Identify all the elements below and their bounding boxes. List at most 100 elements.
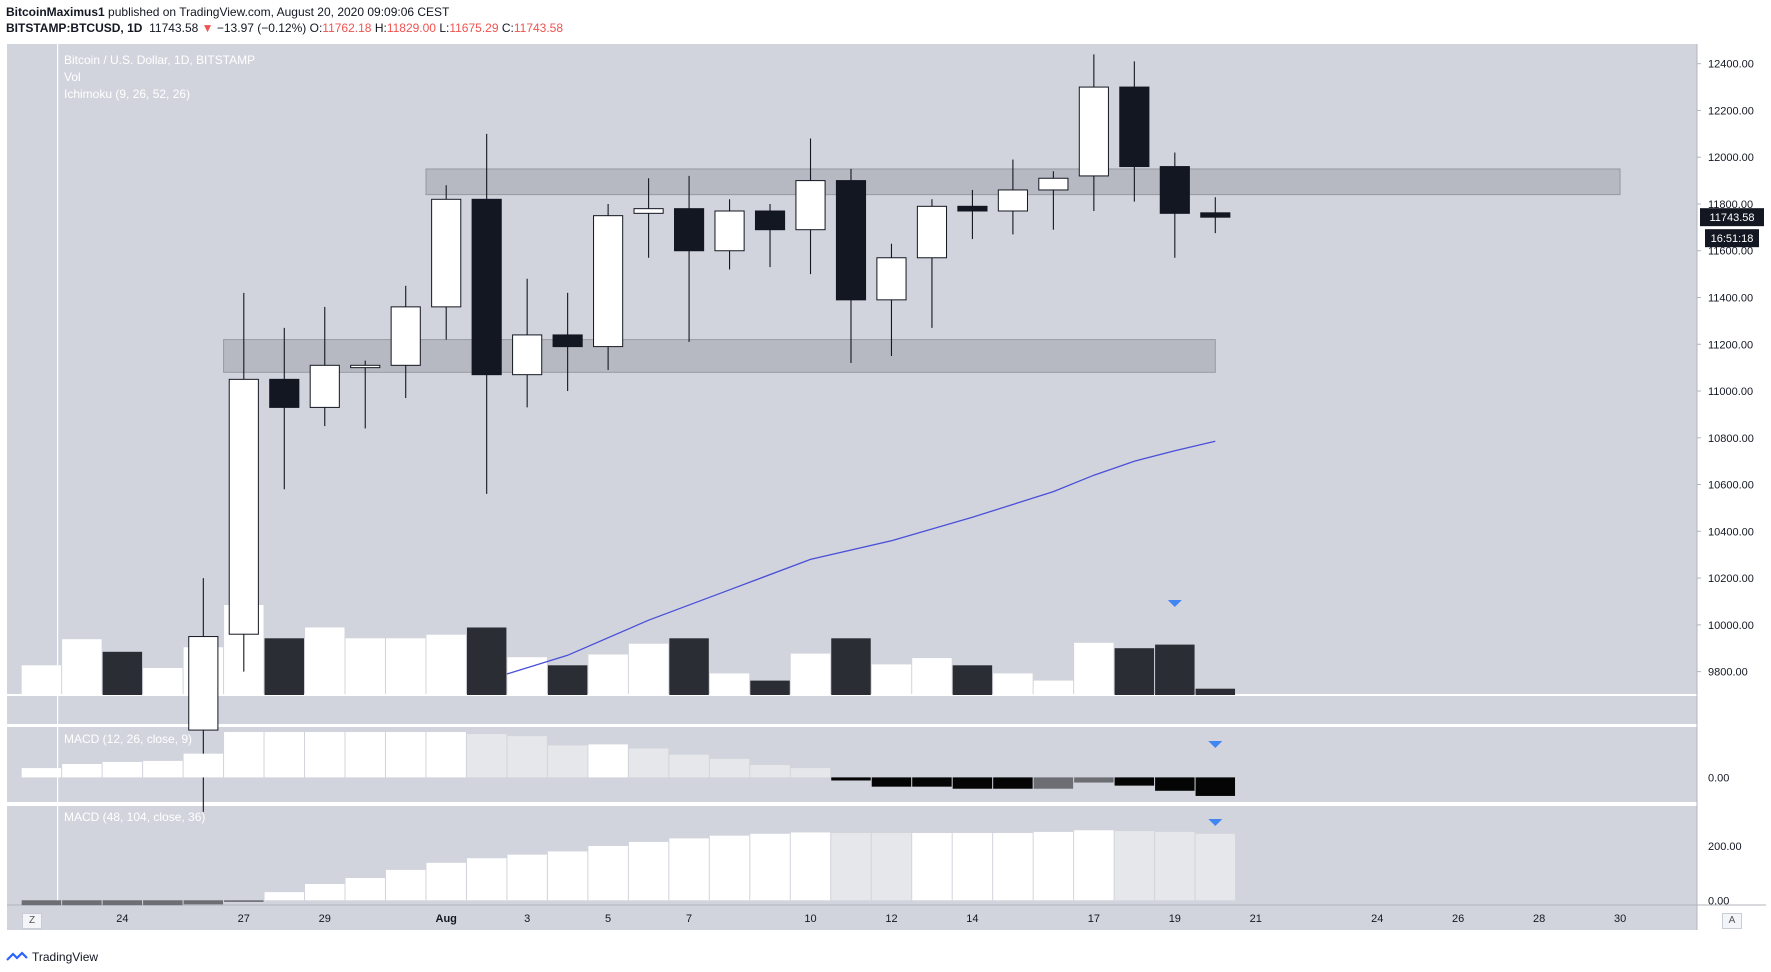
macd2-histogram-bar — [547, 851, 588, 901]
volume-bar — [62, 639, 102, 695]
chart-header: BitcoinMaximus1 published on TradingView… — [6, 4, 1766, 40]
open-value: 11762.18 — [322, 21, 372, 35]
candle-body — [1078, 86, 1109, 177]
macd1-histogram-bar — [709, 758, 750, 778]
volume-bar — [1114, 648, 1155, 695]
auto-scale-button[interactable]: A — [1722, 913, 1742, 929]
last-price-badge — [1700, 208, 1764, 227]
macd2-histogram-bar — [102, 900, 143, 906]
time-tick-label: 30 — [1614, 913, 1626, 925]
candle-body — [714, 210, 745, 252]
candle-body — [593, 215, 624, 348]
candle-body — [431, 198, 462, 308]
signal-marker-icon — [1167, 600, 1182, 607]
countdown-badge — [1705, 229, 1759, 248]
macd2-histogram-bar — [264, 892, 305, 901]
macd2-histogram-bar — [588, 846, 628, 901]
volume-bar — [831, 638, 871, 695]
macd2-histogram-bar — [21, 900, 62, 906]
macd1-histogram-bar — [1155, 777, 1195, 791]
time-tick-label: Aug — [436, 913, 457, 925]
countdown-badge-text: 16:51:18 — [1711, 233, 1754, 245]
volume-bar — [143, 668, 183, 695]
macd2-tick-label: 200.00 — [1708, 841, 1742, 853]
volume-bar — [709, 673, 750, 695]
candle-body — [673, 208, 705, 252]
macd2-histogram-bar — [628, 841, 669, 901]
candle-body — [997, 189, 1028, 212]
macd2-histogram-bar — [466, 858, 507, 901]
macd1-histogram-bar — [669, 754, 709, 778]
time-tick-label: 27 — [238, 913, 250, 925]
candle-body — [1200, 212, 1231, 218]
close-label: C: — [501, 21, 514, 35]
price-tick-label: 11200.00 — [1708, 339, 1753, 351]
price-tick-label: 12200.00 — [1708, 105, 1754, 117]
volume-bar — [628, 643, 669, 695]
candle-body — [795, 180, 826, 231]
volume-bar — [1074, 642, 1114, 695]
macd1-histogram-bar — [1033, 777, 1074, 789]
volume-bar — [588, 654, 628, 695]
footer-brand[interactable]: TradingView — [6, 946, 98, 968]
candle-body — [1038, 177, 1069, 191]
candle-body — [350, 364, 381, 369]
volume-bar — [790, 653, 831, 695]
candle-body — [916, 205, 948, 259]
macd2-histogram-bar — [385, 869, 426, 901]
macd1-histogram-bar — [224, 732, 264, 778]
candle-body — [1119, 86, 1150, 168]
candle-body — [471, 198, 502, 376]
candle-body — [1159, 166, 1190, 214]
zoom-reset-button[interactable]: Z — [22, 913, 42, 929]
volume-bar — [669, 638, 709, 695]
candle-body — [754, 210, 786, 231]
volume-bar — [547, 665, 588, 695]
time-tick-label: 7 — [686, 913, 692, 925]
candle-body — [835, 180, 867, 301]
macd1-histogram-bar — [466, 734, 507, 778]
macd1-histogram-bar — [1195, 777, 1236, 796]
macd2-histogram-bar — [912, 832, 952, 901]
time-tick-label: 24 — [116, 913, 128, 925]
volume-bar — [993, 673, 1033, 695]
candle-body — [390, 306, 421, 366]
macd2-histogram-bar — [345, 878, 385, 901]
time-tick-label: 12 — [885, 913, 897, 925]
volume-bar — [264, 638, 305, 695]
volume-bar — [871, 664, 912, 695]
brand-name: TradingView — [32, 950, 99, 964]
macd1-histogram-bar — [1074, 777, 1114, 783]
time-tick-label: 28 — [1533, 913, 1545, 925]
close-value: 11743.58 — [513, 21, 564, 35]
open-label: O: — [309, 21, 323, 35]
volume-bar — [1155, 644, 1195, 695]
volume-bar — [21, 665, 62, 695]
macd2-histogram-bar — [952, 832, 993, 901]
macd2-histogram-bar — [1195, 833, 1236, 901]
price-tick-label: 12400.00 — [1708, 59, 1754, 71]
macd2-histogram-bar — [1155, 831, 1195, 901]
low-value: 11675.29 — [449, 21, 499, 35]
high-value: 11829.00 — [386, 21, 436, 35]
macd1-histogram-bar — [952, 777, 993, 789]
macd1-histogram-bar — [264, 732, 305, 778]
macd1-histogram-bar — [21, 768, 62, 778]
macd2-histogram-bar — [183, 900, 224, 905]
price-tick-label: 11600.00 — [1708, 246, 1753, 258]
author-name[interactable]: BitcoinMaximus1 — [6, 5, 105, 19]
candle-body — [269, 378, 300, 408]
macd2-histogram-bar — [1074, 830, 1114, 901]
macd1-histogram-bar — [750, 765, 790, 778]
candle-body — [876, 257, 907, 301]
time-tick-label: 3 — [524, 913, 530, 925]
macd2-histogram-bar — [1114, 831, 1155, 901]
macd2-histogram-bar — [750, 833, 790, 901]
macd2-histogram-bar — [669, 838, 709, 901]
macd1-histogram-bar — [993, 777, 1033, 789]
price-tick-label: 10600.00 — [1708, 480, 1754, 492]
last-price-badge-text: 11743.58 — [1709, 212, 1754, 224]
price-tick-label: 10200.00 — [1708, 573, 1754, 585]
macd1-histogram-bar — [62, 763, 102, 778]
